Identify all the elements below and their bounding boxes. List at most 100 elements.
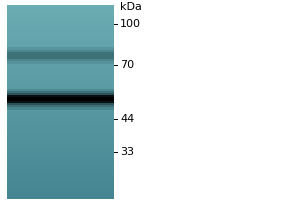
Bar xyxy=(7,106,114,107)
Bar xyxy=(7,42,114,43)
Bar xyxy=(7,175,114,176)
Bar xyxy=(7,91,114,92)
Bar xyxy=(7,25,114,26)
Bar xyxy=(7,59,114,60)
Bar xyxy=(7,189,114,190)
Bar xyxy=(7,38,114,39)
Bar xyxy=(7,160,114,161)
Bar xyxy=(7,53,114,54)
Bar xyxy=(7,95,114,103)
Bar xyxy=(7,169,114,170)
Bar xyxy=(7,96,114,97)
Bar xyxy=(7,185,114,186)
Bar xyxy=(7,34,114,35)
Bar xyxy=(7,143,114,144)
Bar xyxy=(7,90,114,91)
Bar xyxy=(7,19,114,20)
Bar xyxy=(7,7,114,8)
Bar xyxy=(7,83,114,84)
Bar xyxy=(7,154,114,155)
Bar xyxy=(7,145,114,146)
Bar xyxy=(7,127,114,128)
Bar xyxy=(7,144,114,145)
Bar xyxy=(7,21,114,22)
Bar xyxy=(7,158,114,159)
Bar xyxy=(7,174,114,175)
Bar xyxy=(7,73,114,74)
Bar xyxy=(7,115,114,116)
Bar xyxy=(7,77,114,78)
Bar xyxy=(7,76,114,77)
Bar xyxy=(7,6,114,7)
Bar xyxy=(7,128,114,129)
Bar xyxy=(7,117,114,118)
Bar xyxy=(7,52,114,59)
Bar xyxy=(7,135,114,136)
Bar xyxy=(7,12,114,13)
Bar xyxy=(7,150,114,151)
Bar xyxy=(7,162,114,163)
Bar xyxy=(7,108,114,109)
Bar xyxy=(7,195,114,196)
Bar xyxy=(7,28,114,29)
Bar xyxy=(7,49,114,50)
Text: 33: 33 xyxy=(120,147,134,157)
Bar xyxy=(7,84,114,85)
Bar xyxy=(7,188,114,189)
Bar xyxy=(7,102,114,103)
Bar xyxy=(7,50,114,51)
Bar xyxy=(7,125,114,126)
Bar xyxy=(7,60,114,61)
Bar xyxy=(7,62,114,63)
Bar xyxy=(7,66,114,67)
Bar xyxy=(7,16,114,17)
Bar xyxy=(7,9,114,10)
Bar xyxy=(7,45,114,46)
Bar xyxy=(7,15,114,16)
Bar xyxy=(7,152,114,153)
Bar xyxy=(7,78,114,79)
Bar xyxy=(7,191,114,192)
Bar xyxy=(7,27,114,28)
Bar xyxy=(7,93,114,94)
Bar xyxy=(7,120,114,121)
Bar xyxy=(7,170,114,171)
Bar xyxy=(7,55,114,56)
Bar xyxy=(7,107,114,108)
Bar xyxy=(7,103,114,104)
Bar xyxy=(7,98,114,99)
Bar xyxy=(7,109,114,110)
Bar xyxy=(7,88,114,89)
Bar xyxy=(7,37,114,38)
Bar xyxy=(7,131,114,132)
Bar xyxy=(7,184,114,185)
Bar xyxy=(7,172,114,173)
Bar xyxy=(7,151,114,152)
Bar xyxy=(7,163,114,164)
Bar xyxy=(7,14,114,15)
Bar xyxy=(7,112,114,113)
Bar xyxy=(7,140,114,141)
Bar xyxy=(7,168,114,169)
Bar xyxy=(7,23,114,24)
Bar xyxy=(7,56,114,57)
Bar xyxy=(7,124,114,125)
Bar xyxy=(7,85,114,86)
Bar xyxy=(7,148,114,149)
Bar xyxy=(7,137,114,138)
Bar xyxy=(7,65,114,66)
Bar xyxy=(7,122,114,123)
Bar xyxy=(7,192,114,193)
Bar xyxy=(7,69,114,70)
Bar xyxy=(7,10,114,11)
Bar xyxy=(7,17,114,18)
Bar xyxy=(7,99,114,100)
Bar xyxy=(7,46,114,47)
Bar xyxy=(7,91,114,107)
Bar xyxy=(7,142,114,143)
Bar xyxy=(7,26,114,27)
Bar xyxy=(7,87,114,88)
Bar xyxy=(7,116,114,117)
Bar xyxy=(7,139,114,140)
Bar xyxy=(7,31,114,32)
